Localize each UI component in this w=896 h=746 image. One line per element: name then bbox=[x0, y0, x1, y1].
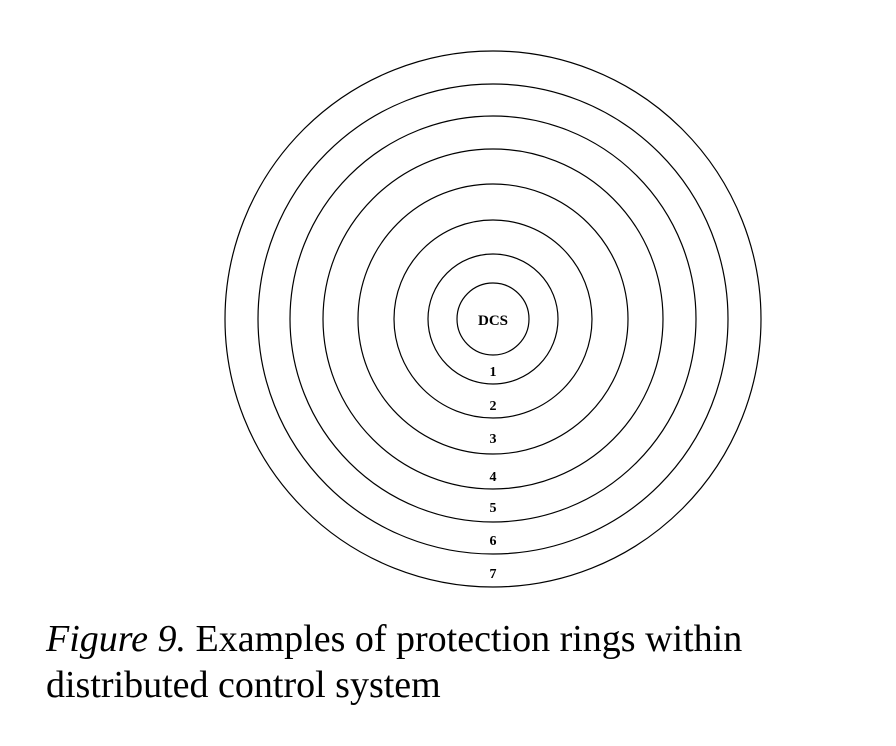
ring-label-1: 1 bbox=[490, 365, 497, 380]
ring-label-3: 3 bbox=[490, 432, 497, 447]
ring-2 bbox=[393, 219, 593, 419]
dcs-core-circle bbox=[456, 282, 530, 356]
ring-label-6: 6 bbox=[490, 534, 497, 549]
ring-label-5: 5 bbox=[490, 501, 497, 516]
ring-label-2: 2 bbox=[490, 399, 497, 414]
ring-3 bbox=[357, 183, 629, 455]
figure-label: Figure 9. bbox=[46, 618, 187, 660]
ring-label-7: 7 bbox=[490, 567, 497, 582]
caption-text: Examples of protection rings within dist… bbox=[46, 618, 743, 706]
dcs-label: DCS bbox=[478, 313, 508, 329]
ring-4 bbox=[322, 148, 664, 490]
ring-6 bbox=[257, 83, 729, 555]
ring-1 bbox=[427, 253, 559, 385]
ring-5 bbox=[289, 115, 697, 523]
protection-rings-diagram: DCS 1 2 3 4 5 6 7 bbox=[224, 50, 762, 588]
ring-label-4: 4 bbox=[490, 470, 497, 485]
figure-caption: Figure 9. Examples of protection rings w… bbox=[46, 616, 866, 708]
ring-labels: 1 2 3 4 5 6 7 bbox=[490, 365, 497, 582]
rings-group bbox=[224, 50, 762, 588]
ring-7 bbox=[224, 50, 762, 588]
